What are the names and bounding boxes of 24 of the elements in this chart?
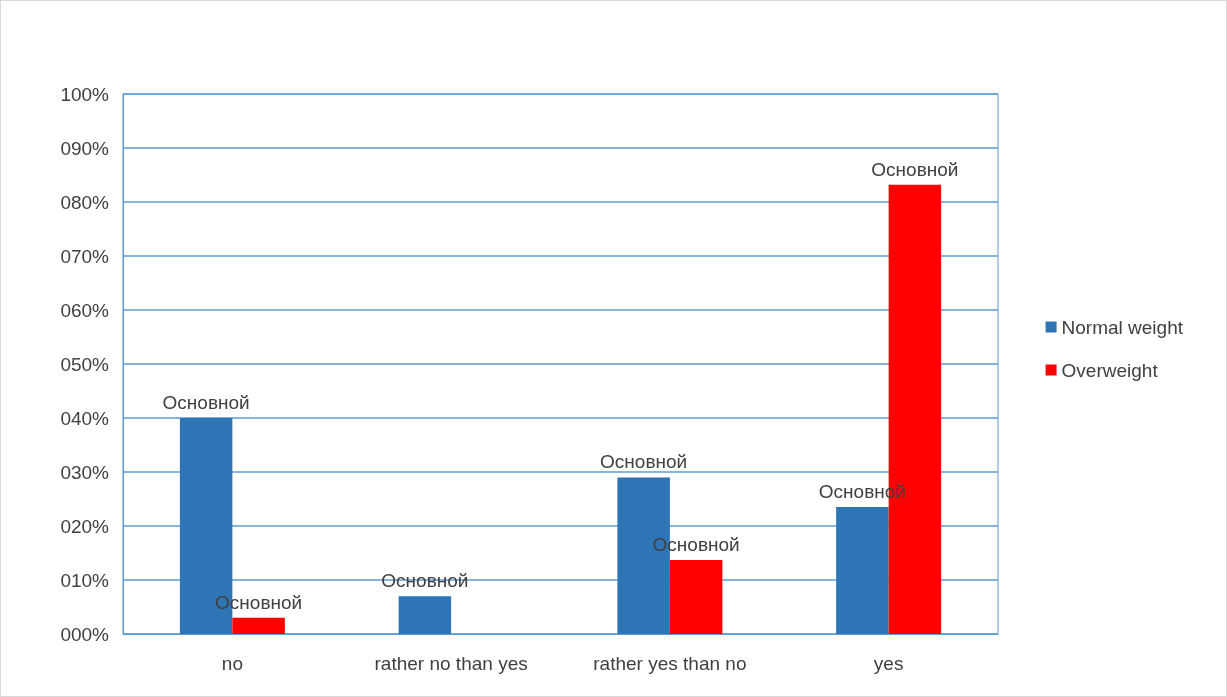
y-tick-label: 100% [60,83,110,105]
data-label: Основной [600,451,688,473]
bar [836,507,889,634]
data-label: Основной [871,158,959,180]
bar [398,596,452,634]
y-tick-label: 020% [60,515,110,537]
legend-label: Overweight [1061,359,1159,381]
legend-label: Normal weight [1061,316,1184,338]
x-tick-label: rather yes than no [593,653,747,674]
y-tick-label: 060% [60,299,110,321]
y-tick-label: 030% [60,461,110,483]
bar [669,560,723,634]
x-tick-label: yes [873,653,904,674]
bar [232,617,285,634]
x-tick-label: rather no than yes [374,653,528,674]
y-tick-label: 070% [60,245,110,267]
y-tick-label: 000% [60,623,110,645]
y-tick-label: 090% [60,137,110,159]
y-tick-label: 050% [60,353,110,375]
y-tick-label: 040% [60,407,110,429]
x-tick-label: no [221,653,243,674]
y-tick-label: 010% [60,569,110,591]
data-label: Основной [162,392,250,413]
y-tick-label: 080% [60,191,110,213]
